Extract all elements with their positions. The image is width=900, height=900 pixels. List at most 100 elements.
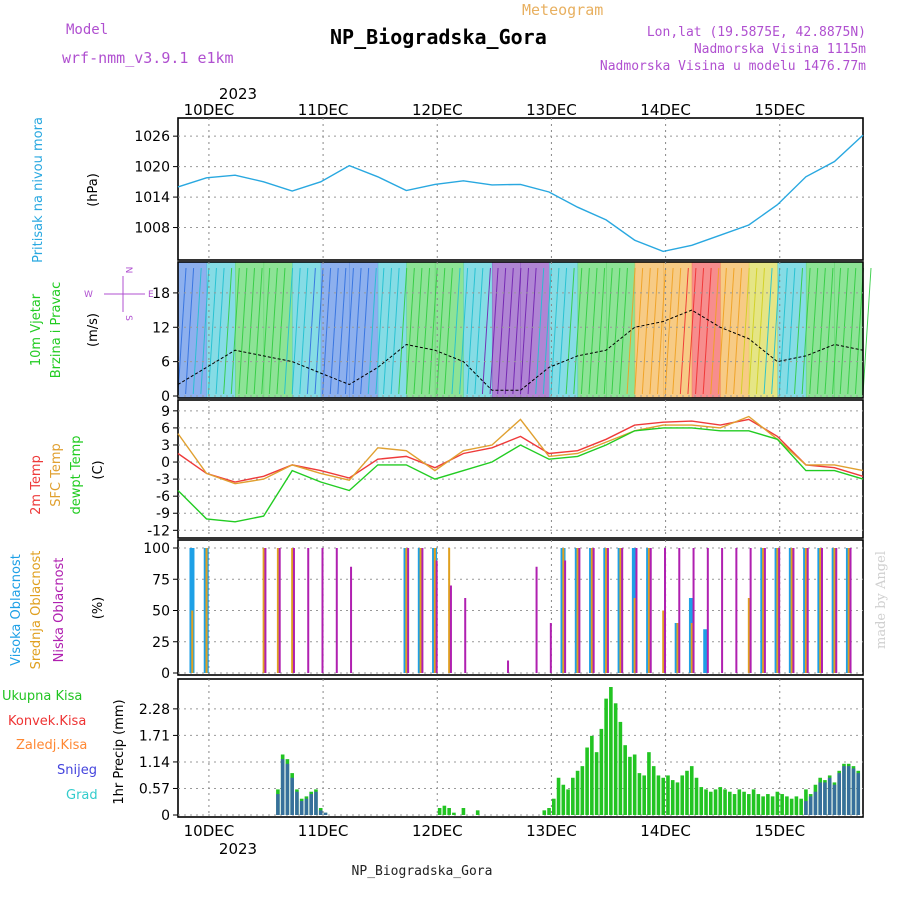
snow-bar xyxy=(851,768,856,815)
day-label-bottom: 12DEC xyxy=(412,822,463,840)
y-tick-label: 9 xyxy=(161,404,170,420)
wind-barb xyxy=(733,267,743,395)
precip-bar xyxy=(571,777,575,815)
pressure-frame xyxy=(177,117,864,261)
precip-bar xyxy=(542,810,547,815)
wind-barb xyxy=(352,267,362,395)
wind-barb xyxy=(207,267,217,395)
wind-barb xyxy=(436,267,446,395)
precip-bar xyxy=(685,770,689,815)
cloud-bar xyxy=(806,548,809,673)
precip-bar xyxy=(613,703,618,815)
precip-bar xyxy=(680,775,685,815)
y-tick-label: 3 xyxy=(161,438,170,454)
wind-panel-labels: 10m Vjetar Brzina i Pravac (m/s) N S W E xyxy=(29,267,154,379)
cloud-bar xyxy=(721,548,724,673)
cloud-bar xyxy=(778,548,781,673)
lonlat-label: Lon,lat (19.5875E, 42.8875N) xyxy=(647,25,866,40)
cloud-bar xyxy=(763,548,766,673)
snow-bar xyxy=(856,773,861,815)
precip-bar xyxy=(756,794,761,815)
temp-frame xyxy=(177,399,864,539)
sfc-title: SFC Temp xyxy=(49,443,64,507)
cloud-bar xyxy=(407,548,410,673)
precip-bar xyxy=(566,789,570,815)
wind-barb xyxy=(474,267,484,395)
wind-barb xyxy=(405,267,415,395)
cloud-bar xyxy=(664,548,667,673)
y-tick-label: 18 xyxy=(152,286,170,302)
cloud-bar xyxy=(433,548,436,673)
wind-barb xyxy=(413,267,423,395)
precip-panel: 0 0.57 1.14 1.71 2.28 xyxy=(139,678,864,824)
model-elevation-label: Nadmorska Visina u modelu 1476.77m xyxy=(600,59,866,74)
cloud-bar xyxy=(507,660,510,673)
cloud-bar xyxy=(264,548,267,673)
series-line-2m-temp xyxy=(177,418,864,483)
cloud-bar xyxy=(749,548,752,673)
cloud-bar xyxy=(562,548,565,673)
precip-bar xyxy=(737,789,742,815)
precip-bar xyxy=(585,747,589,815)
wind-barb xyxy=(443,267,453,395)
precip-bar xyxy=(594,752,599,815)
wind-barb xyxy=(763,267,773,395)
wind-barb xyxy=(611,267,621,395)
cloud-low-title: Niska Oblacnost xyxy=(52,558,67,663)
cloud-bar xyxy=(776,548,779,673)
precip-bar xyxy=(728,791,732,815)
precip-bar xyxy=(618,721,623,815)
snow-bar xyxy=(314,791,318,815)
wind-barb xyxy=(215,267,225,395)
wind-barb xyxy=(839,267,849,395)
precip-bar xyxy=(575,770,580,815)
cloud-bar xyxy=(762,548,765,673)
wind-barb xyxy=(177,267,187,395)
precip-bar xyxy=(704,789,708,815)
temp-unit: (C) xyxy=(91,460,106,479)
snow-bar xyxy=(299,801,304,815)
wind-unit: (m/s) xyxy=(86,313,101,347)
cloud-bar xyxy=(350,566,353,673)
precip-bar xyxy=(766,794,770,815)
series-line-pritisak-na-nivou-mora xyxy=(177,134,864,253)
wind-barb xyxy=(268,267,278,395)
precip-bar xyxy=(632,754,637,815)
precip-bar xyxy=(623,745,627,815)
y-tick-label: 1026 xyxy=(134,129,170,145)
snow-bar xyxy=(813,791,818,815)
wind-barb xyxy=(238,267,248,395)
cloud-panel-labels: Visoka Oblacnost Srednja Oblacnost Niska… xyxy=(9,551,106,670)
precip-bar xyxy=(556,777,561,815)
wind-barb xyxy=(466,267,476,395)
cloud-bar xyxy=(590,548,593,673)
wind-barb xyxy=(398,267,408,395)
footer-station: NP_Biogradska_Gora xyxy=(352,864,493,879)
y-tick-label: 0 xyxy=(161,389,170,405)
day-label-top: 13DEC xyxy=(526,101,577,119)
cloud-bar xyxy=(678,548,681,673)
snow-bar xyxy=(323,812,328,815)
precip-bar xyxy=(475,810,480,815)
y-tick-label: 1.71 xyxy=(139,728,170,744)
panels: 1008101410201026061218-12-9-6-3036902550… xyxy=(134,117,872,824)
cloud-bar xyxy=(621,548,624,673)
y-tick-label: 1008 xyxy=(134,221,170,237)
cloud-bar xyxy=(735,548,738,673)
wind-barb xyxy=(641,267,651,395)
year-label-top: 2023 xyxy=(219,85,257,103)
precip-bar xyxy=(675,782,680,815)
wind-barb xyxy=(862,267,872,395)
precip-bar xyxy=(447,808,451,815)
legend-snow: Snijeg xyxy=(57,763,97,778)
snow-bar xyxy=(823,782,827,815)
cloud-bar xyxy=(804,548,807,673)
wind-barb xyxy=(512,267,522,395)
day-label-bottom: 10DEC xyxy=(184,822,235,840)
wind-barb xyxy=(786,267,796,395)
cloud-panel: 0 25 50 75 100 xyxy=(143,539,864,682)
cloud-high-title: Visoka Oblacnost xyxy=(9,554,24,666)
y-tick-label: -12 xyxy=(147,523,170,539)
cloud-mid-title: Srednja Oblacnost xyxy=(29,551,44,670)
